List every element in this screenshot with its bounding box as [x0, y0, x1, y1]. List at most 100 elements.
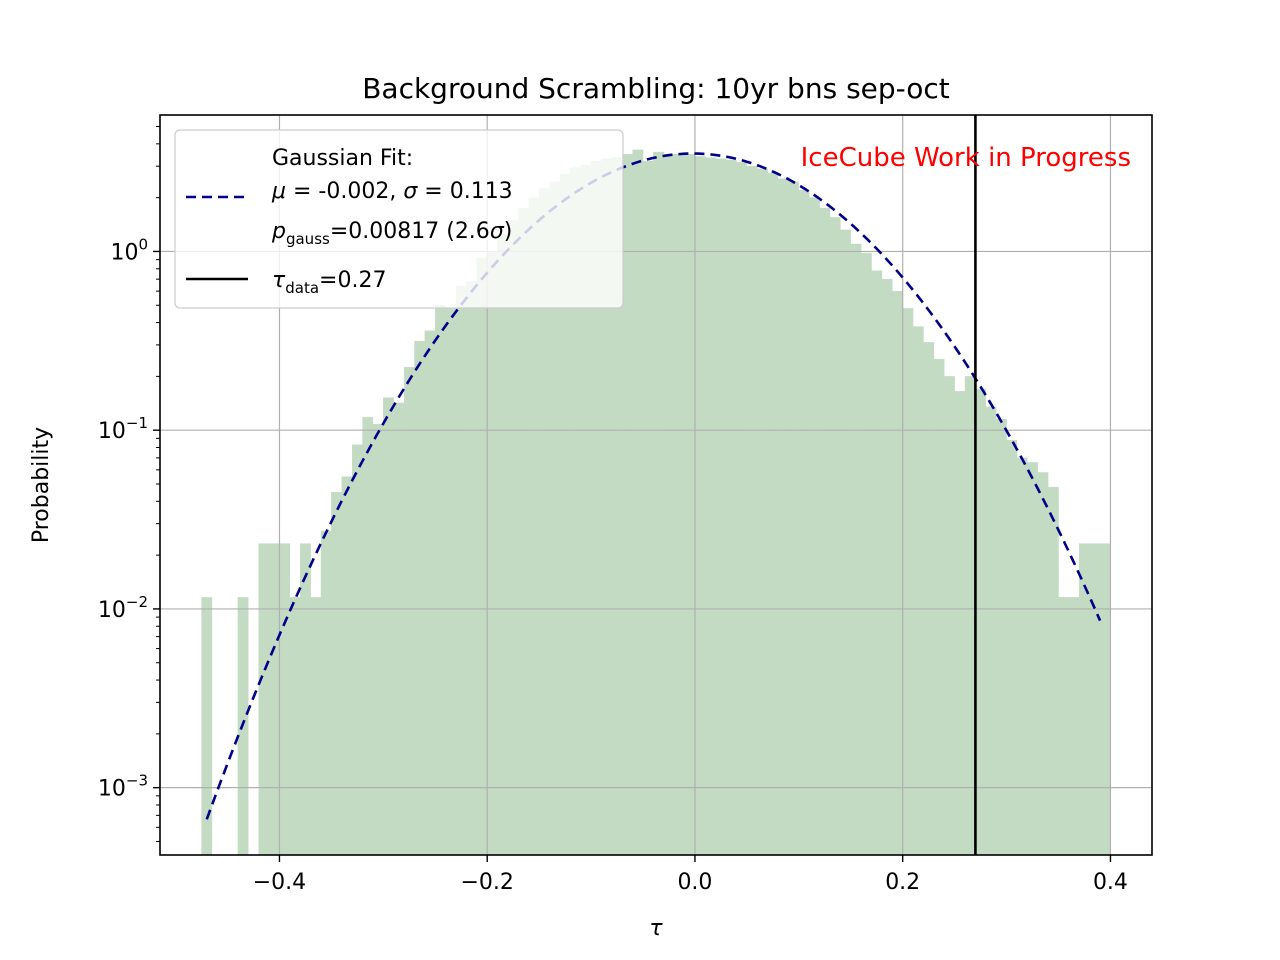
- histogram-bar-74: [1006, 439, 1018, 856]
- legend-sigma-symbol: σ: [403, 179, 418, 204]
- histogram-bar-21: [455, 285, 467, 856]
- histogram-bar-44: [694, 156, 706, 856]
- x-axis-ticks: −0.4 −0.2 0.0 0.2 0.4: [253, 855, 1128, 895]
- x-tick-label-4: 0.4: [1093, 870, 1128, 895]
- histogram-bar-73: [995, 419, 1007, 856]
- histogram-bar-53: [788, 181, 800, 856]
- plot-frame: [159, 114, 1153, 856]
- histogram-bar-76: [1027, 462, 1038, 856]
- histogram-bar-75: [1016, 457, 1028, 856]
- histogram-bar-79: [1058, 597, 1070, 856]
- x-tick-label-0: −0.4: [253, 870, 306, 895]
- histogram-bar-63: [892, 290, 903, 856]
- gaussian-fit-curve: [205, 152, 1102, 820]
- y-tick-label-2: 10−1: [98, 414, 148, 444]
- legend-tau-subscript: data: [285, 279, 319, 297]
- histogram-bar-39: [642, 160, 654, 856]
- legend-pgauss-symbol: p: [271, 219, 286, 244]
- histogram-bar-42: [673, 154, 685, 856]
- histogram-bar-26: [507, 219, 519, 856]
- legend-sigma-value: = 0.113: [417, 179, 512, 204]
- gaussian-fit: [205, 152, 1102, 820]
- histogram-bar-18: [424, 330, 436, 856]
- histogram-bar-11: [351, 444, 363, 856]
- legend-pgauss-close: ): [504, 219, 513, 244]
- histogram-bar-45: [705, 157, 716, 856]
- histogram-bar-64: [902, 308, 914, 856]
- histogram-bar-23: [476, 257, 488, 856]
- histogram-bar-62: [881, 278, 893, 856]
- histogram-bar-14: [383, 397, 394, 856]
- histogram-bar-5: [289, 597, 301, 856]
- x-tick-label-1: −0.2: [460, 870, 513, 895]
- histogram-bar-38: [632, 149, 644, 856]
- histogram-bar-20: [445, 308, 457, 856]
- y-axis-ticks: 10−3 10−2 10−1 100: [98, 126, 160, 842]
- histogram-bar-43: [684, 154, 696, 856]
- y-tick-label-3: 100: [110, 235, 148, 265]
- x-tick-label-2: 0.0: [677, 870, 712, 895]
- legend-pgauss: pgauss=0.00817 (2.6σ): [271, 219, 512, 248]
- legend-tau-symbol: τ: [272, 268, 286, 293]
- histogram-bar-71: [975, 388, 986, 856]
- y-axis-label: Probability: [29, 427, 54, 543]
- histogram-bar-68: [944, 376, 955, 856]
- histogram-bar-82: [1089, 543, 1101, 856]
- histogram-bar-46: [715, 158, 727, 856]
- histogram-bar-57: [829, 217, 841, 856]
- y-tick-label-1: 10−2: [98, 593, 148, 623]
- y-tick-label-0: 10−3: [98, 772, 148, 802]
- histogram-bar-54: [798, 190, 810, 856]
- legend-tau-value: =0.27: [319, 268, 386, 293]
- histogram-bar-70: [964, 376, 976, 856]
- histogram-bar-49: [746, 165, 758, 856]
- histogram-bar-12: [362, 417, 374, 856]
- histogram-bar-7: [310, 597, 322, 856]
- legend-box: [174, 129, 624, 309]
- legend-pgauss-value: =0.00817 (2.6: [330, 219, 490, 244]
- histogram-bar-8: [320, 530, 332, 856]
- histogram-bar-78: [1047, 486, 1059, 856]
- histogram-bar-67: [933, 358, 945, 856]
- histogram-bar-50: [757, 168, 768, 856]
- histogram-bar-69: [954, 391, 966, 856]
- histogram-bar-83: [1099, 543, 1111, 856]
- histogram-bar-65: [912, 326, 924, 856]
- histogram-bar-2: [258, 543, 270, 856]
- legend-mu-value: = -0.002,: [286, 179, 403, 204]
- histogram-bar-4: [279, 543, 291, 856]
- histogram-bar-13: [372, 424, 384, 856]
- x-tick-label-3: 0.2: [885, 870, 920, 895]
- legend-mu-symbol: μ: [271, 179, 286, 204]
- histogram-bar-22: [466, 281, 478, 856]
- histogram-bar-61: [871, 270, 883, 856]
- histogram-bar-25: [497, 233, 509, 856]
- legend-pgauss-sigma: σ: [490, 219, 505, 244]
- histogram-bar-6: [300, 543, 311, 856]
- histogram-bar-16: [403, 367, 415, 856]
- legend-pgauss-subscript: gauss: [286, 230, 330, 248]
- histogram-bar-40: [653, 151, 664, 856]
- histogram-bar-66: [923, 342, 935, 856]
- x-axis-label: τ: [649, 916, 663, 941]
- legend-fit-params: μ = -0.002, σ = 0.113: [271, 179, 513, 204]
- histogram-bar-81: [1079, 543, 1090, 856]
- histogram-bar-60: [860, 252, 872, 856]
- histogram-bar-19: [435, 305, 446, 856]
- histogram-bar-10: [341, 476, 353, 856]
- histogram-bar-17: [414, 340, 426, 856]
- histogram-bar-47: [725, 159, 737, 856]
- histogram-bar-77: [1037, 472, 1049, 856]
- histogram-bar-59: [850, 243, 862, 856]
- histogram-bar-52: [777, 178, 789, 856]
- histogram-bar-48: [736, 162, 748, 856]
- legend-tau: τdata=0.27: [272, 268, 386, 297]
- histogram-bar-3: [268, 543, 280, 856]
- histogram-bar-41: [663, 154, 675, 856]
- histogram-bar-58: [840, 229, 851, 856]
- histogram-bar-9: [331, 491, 342, 856]
- histogram-bar-80: [1068, 597, 1080, 856]
- legend-fit-heading: Gaussian Fit:: [272, 146, 413, 171]
- work-in-progress-annotation: IceCube Work in Progress: [801, 143, 1131, 173]
